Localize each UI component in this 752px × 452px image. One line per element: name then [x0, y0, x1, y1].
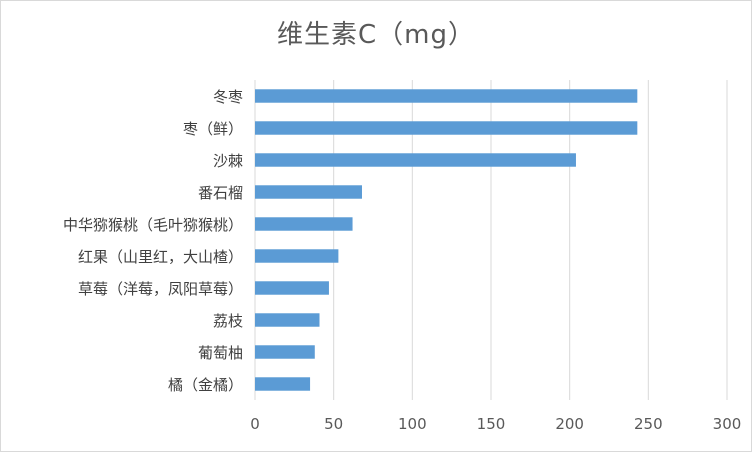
bar-7	[255, 281, 329, 295]
category-label: 葡萄柚	[198, 344, 243, 362]
category-label: 沙棘	[213, 152, 243, 170]
chart-title: 维生素C（mg）	[277, 20, 475, 50]
bar-4	[255, 185, 362, 199]
bar-1	[255, 89, 638, 103]
bar-2	[255, 121, 638, 135]
category-label: 冬枣	[213, 88, 243, 106]
bar-10	[255, 377, 311, 391]
bar-3	[255, 153, 576, 167]
x-tick-label: 300	[713, 415, 742, 433]
category-label: 中华猕猴桃（毛叶猕猴桃）	[63, 216, 243, 234]
bar-6	[255, 249, 339, 263]
x-tick-label: 0	[250, 415, 260, 433]
x-tick-labels: 0 50 100 150 200 250 300	[250, 415, 741, 433]
bar-5	[255, 217, 353, 231]
category-label: 红果（山里红，大山楂）	[78, 248, 243, 266]
category-label: 枣（鲜）	[183, 120, 243, 138]
category-label: 草莓（洋莓，凤阳草莓）	[78, 280, 243, 298]
x-tick-label: 200	[555, 415, 584, 433]
x-tick-label: 250	[634, 415, 663, 433]
bars	[255, 89, 638, 391]
category-label: 橘（金橘）	[168, 376, 243, 394]
x-tick-label: 100	[398, 415, 427, 433]
category-label: 番石榴	[198, 184, 243, 202]
x-tick-label: 50	[324, 415, 343, 433]
category-label: 荔枝	[213, 312, 243, 330]
bar-8	[255, 313, 320, 327]
x-tick-label: 150	[477, 415, 506, 433]
bar-9	[255, 345, 315, 359]
